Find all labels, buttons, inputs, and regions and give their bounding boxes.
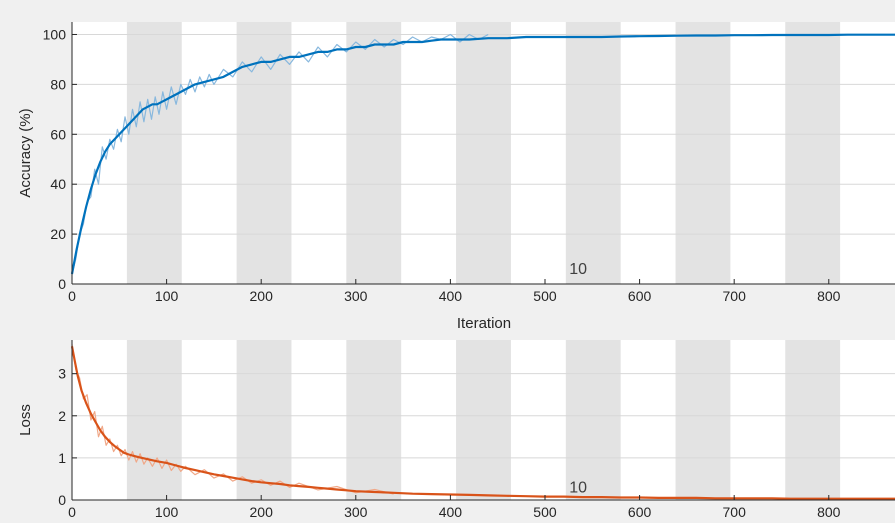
loss-epoch-label: 10 — [569, 479, 587, 496]
loss-epoch-band-7 — [785, 340, 841, 500]
loss-x-tick-label-1: 100 — [155, 504, 179, 520]
loss-y-tick-label-2: 2 — [58, 408, 66, 424]
accuracy-plot: 10 0 100 200 300 400 500 600 700 800 0 20 40 60 80 10… — [17, 22, 895, 332]
acc-epoch-band-3 — [346, 22, 402, 284]
accuracy-y-axis-label: Accuracy (%) — [17, 108, 34, 197]
loss-x-tick-label-6: 600 — [628, 504, 652, 520]
acc-x-tick-label-7: 700 — [723, 288, 747, 304]
loss-x-tick-label-5: 500 — [533, 504, 557, 520]
loss-line-smoothed — [70, 346, 895, 500]
acc-epoch-band-6 — [675, 22, 731, 284]
accuracy-epoch-bands — [126, 22, 841, 284]
loss-x-tick-label-3: 300 — [344, 504, 368, 520]
loss-epoch-band-3 — [346, 340, 402, 500]
acc-y-tick-label-1: 20 — [50, 226, 66, 242]
loss-y-ticks: 0 1 2 3 — [58, 366, 77, 508]
loss-y-tick-label-0: 0 — [58, 492, 66, 508]
acc-y-tick-label-4: 80 — [50, 76, 66, 92]
loss-x-tick-label-2: 200 — [250, 504, 274, 520]
acc-x-tick-label-5: 500 — [533, 288, 557, 304]
acc-epoch-band-5 — [565, 22, 621, 284]
accuracy-x-ticks: 0 100 200 300 400 500 600 700 800 — [68, 279, 841, 304]
loss-epoch-band-4 — [456, 340, 511, 500]
loss-series — [70, 344, 895, 500]
loss-epoch-band-5 — [565, 340, 621, 500]
acc-y-tick-label-5: 100 — [43, 26, 67, 42]
loss-x-tick-label-0: 0 — [68, 504, 76, 520]
acc-x-tick-label-2: 200 — [250, 288, 274, 304]
loss-plot: 10 0 100 200 300 400 500 600 700 800 0 1 2 3 Loss — [17, 340, 895, 520]
acc-x-tick-label-0: 0 — [68, 288, 76, 304]
acc-y-tick-label-0: 0 — [58, 276, 66, 292]
loss-x-tick-label-8: 800 — [817, 504, 841, 520]
acc-x-tick-label-8: 800 — [817, 288, 841, 304]
accuracy-y-ticks: 0 20 40 60 80 100 — [43, 26, 77, 292]
loss-axes — [71, 340, 895, 501]
acc-epoch-band-4 — [456, 22, 511, 284]
acc-x-tick-label-6: 600 — [628, 288, 652, 304]
acc-x-tick-label-1: 100 — [155, 288, 179, 304]
loss-x-tick-label-4: 400 — [439, 504, 463, 520]
acc-line-smoothed — [70, 33, 895, 275]
loss-x-ticks: 0 100 200 300 400 500 600 700 800 — [68, 495, 841, 520]
acc-epoch-band-1 — [126, 22, 182, 284]
loss-epoch-band-6 — [675, 340, 731, 500]
accuracy-epoch-label: 10 — [569, 261, 587, 278]
loss-epoch-bands — [126, 340, 841, 500]
loss-x-tick-label-7: 700 — [723, 504, 747, 520]
acc-x-tick-label-4: 400 — [439, 288, 463, 304]
accuracy-axes — [71, 22, 895, 285]
acc-x-tick-label-3: 300 — [344, 288, 368, 304]
loss-y-tick-label-1: 1 — [58, 450, 66, 466]
loss-y-tick-label-3: 3 — [58, 366, 66, 382]
accuracy-gridlines — [72, 33, 895, 235]
acc-y-tick-label-2: 40 — [50, 176, 66, 192]
acc-epoch-band-7 — [785, 22, 841, 284]
acc-y-tick-label-3: 60 — [50, 126, 66, 142]
loss-epoch-band-1 — [126, 340, 182, 500]
loss-epoch-band-2 — [236, 340, 292, 500]
loss-y-axis-label: Loss — [17, 404, 34, 436]
loss-gridlines — [72, 373, 895, 459]
accuracy-x-axis-label: Iteration — [457, 315, 511, 332]
accuracy-series — [70, 33, 895, 275]
